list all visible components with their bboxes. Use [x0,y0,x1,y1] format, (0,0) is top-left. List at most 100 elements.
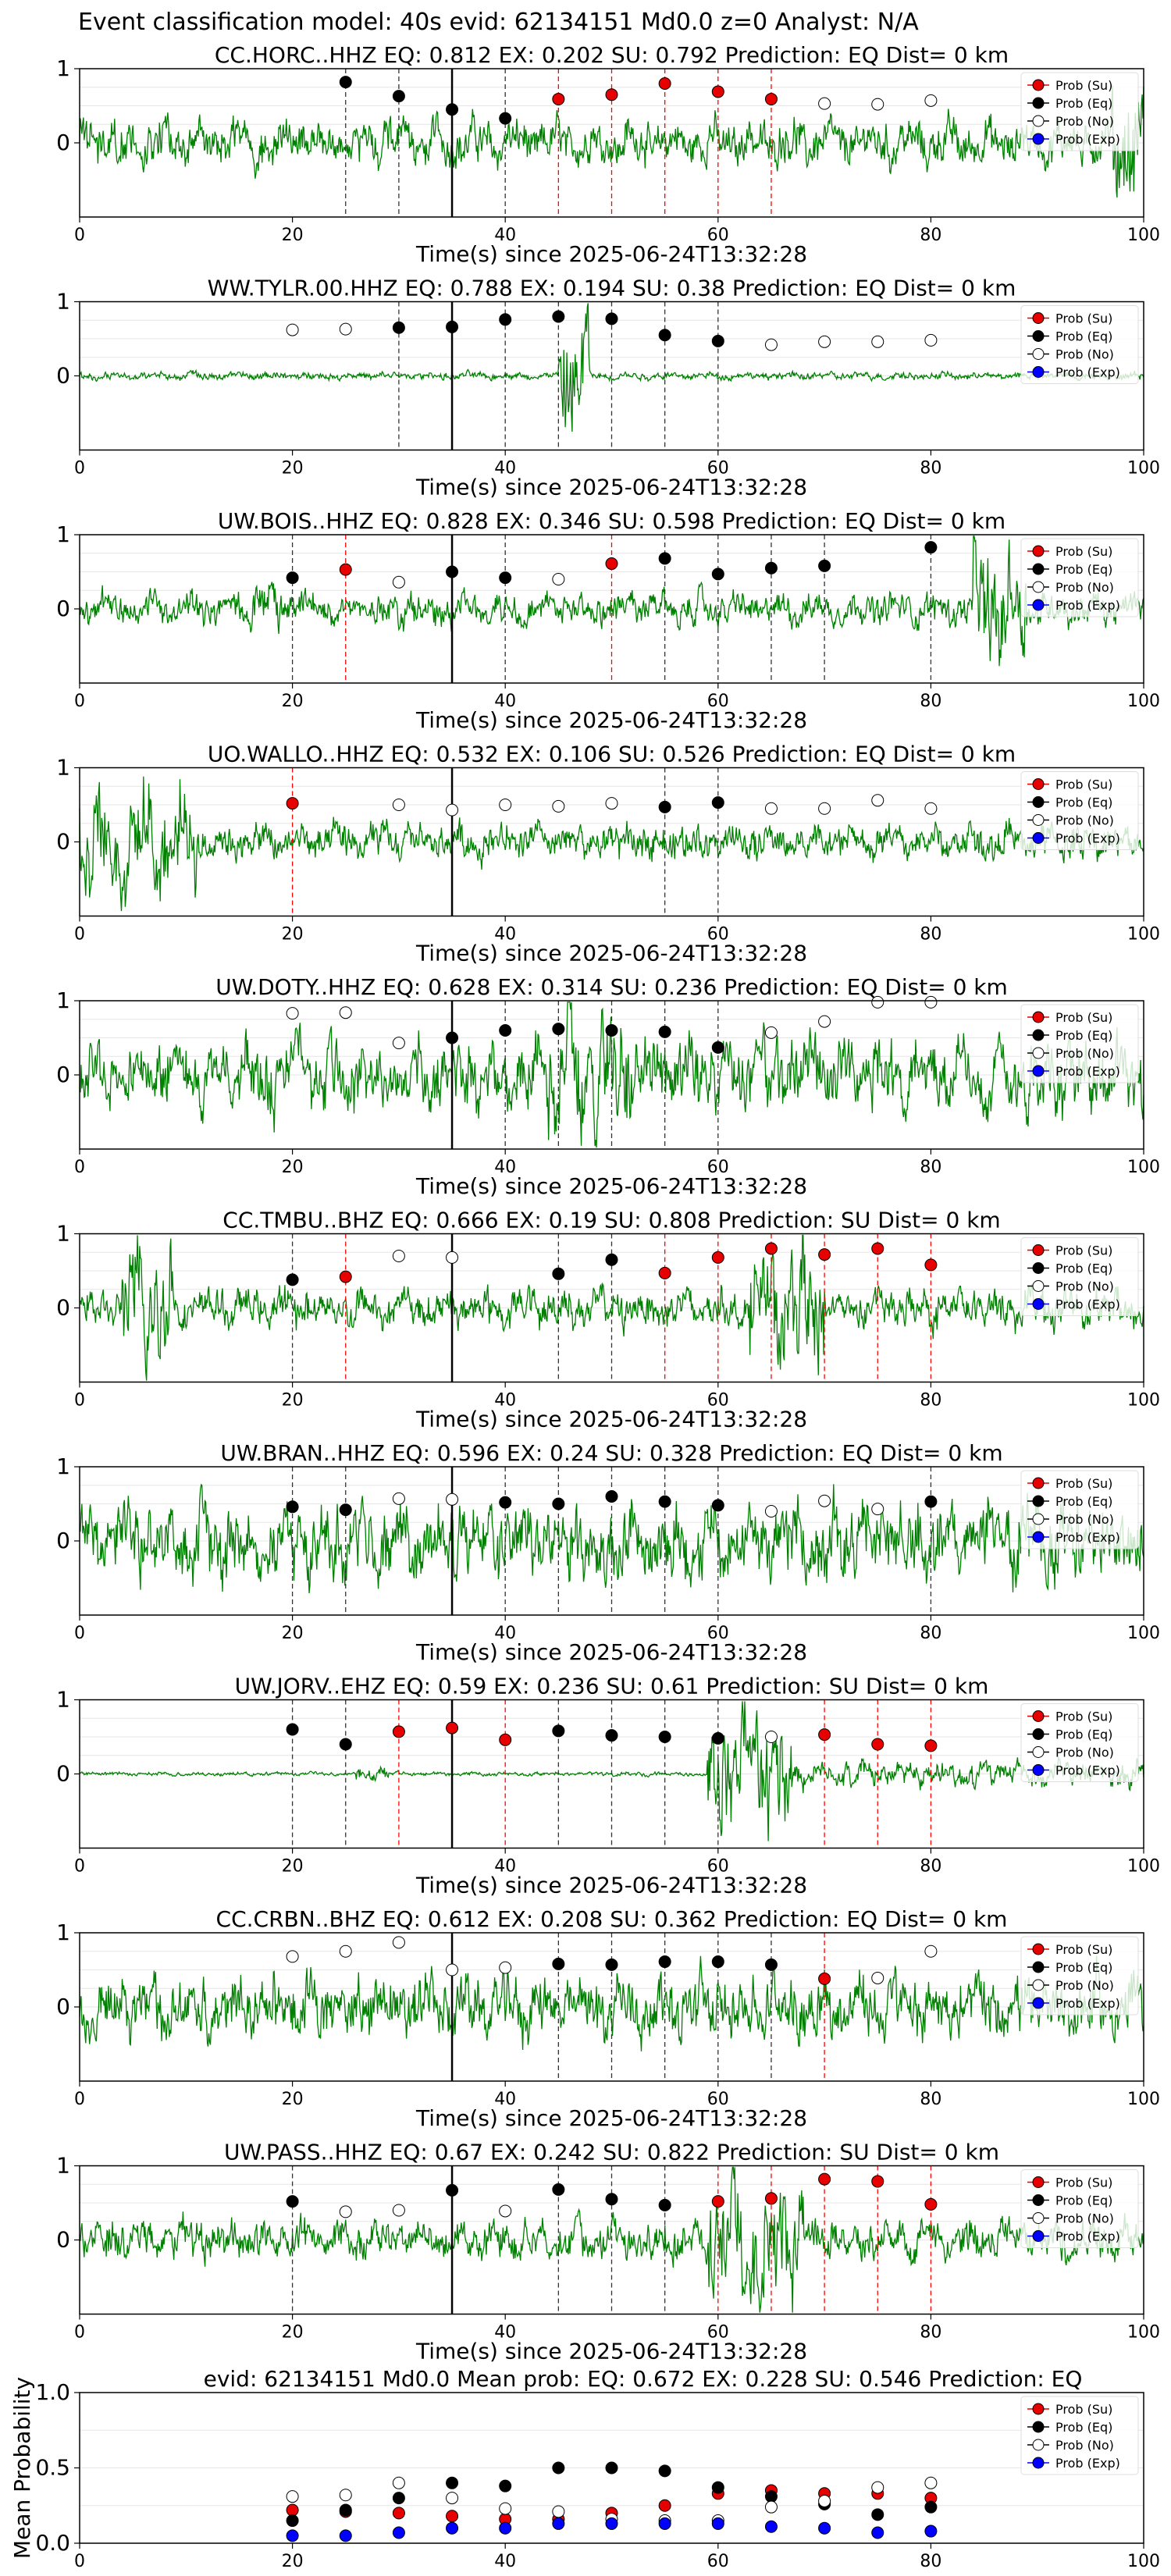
y-tick-label: 1.0 [35,2379,70,2405]
x-axis-label: Time(s) since 2025-06-24T13:32:28 [415,475,807,500]
legend-label: Prob (Exp) [1055,831,1120,846]
legend-label: Prob (Eq) [1055,1494,1112,1509]
x-tick-label: 60 [707,2552,729,2571]
prob-point [658,2198,671,2211]
mean-point [552,2505,565,2518]
figure-suptitle: Event classification model: 40s evid: 62… [78,9,919,36]
legend-box [1020,1703,1139,1782]
prob-point [818,1728,831,1742]
mean-point [764,2520,778,2533]
panel-title: WW.TYLR.00.HHZ EQ: 0.788 EX: 0.194 SU: 0… [208,276,1016,301]
station-panel-10: 0 20 40 60 80 100 1 0 UW.PASS..HHZ EQ: 0.67 EX: … [56,2140,1160,2364]
prob-point [552,1267,565,1280]
prob-point [499,1496,512,1509]
y-tick-label: 0 [56,2227,70,2253]
panel-title: UW.JORV..EHZ EQ: 0.59 EX: 0.236 SU: 0.61… [235,1674,989,1699]
x-tick-label: 80 [920,459,941,479]
prob-point [605,797,618,810]
mean-point [446,2492,459,2505]
prob-point [818,1015,831,1028]
prob-point [552,1724,565,1738]
y-tick-label: 1 [56,1920,70,1945]
prob-point [818,97,831,110]
legend-marker [1032,2439,1045,2451]
waveform [79,1483,1144,1594]
prob-point [871,2175,884,2188]
prob-point [764,92,778,105]
prob-point [286,1723,299,1736]
legend-marker [1032,832,1045,844]
x-axis-label: Time(s) since 2025-06-24T13:32:28 [415,1407,807,1432]
legend-marker [1032,1728,1045,1740]
mean-point [605,2461,618,2475]
mean-point [286,2529,299,2542]
legend-marker [1032,2457,1045,2469]
mean-point [658,2517,671,2530]
prob-point [871,335,884,348]
prob-point [339,563,352,576]
prob-point [605,1024,618,1037]
prob-point [605,1253,618,1266]
legend-label: Prob (Eq) [1055,329,1112,344]
prob-point [446,1251,459,1264]
prob-point [446,565,459,578]
prob-point [552,1023,565,1036]
legend-marker [1032,1943,1045,1955]
prob-point [711,1955,724,1969]
prob-point [924,802,938,815]
prob-point [871,1503,884,1516]
prob-point [446,103,459,116]
prob-point [711,1499,724,1512]
prob-point [871,1971,884,1984]
prob-point [552,573,565,585]
x-axis-label: Time(s) since 2025-06-24T13:32:28 [415,2339,807,2364]
prob-point [499,571,512,585]
x-tick-label: 60 [707,2090,729,2109]
mean-point [605,2517,618,2530]
x-tick-label: 40 [494,2552,516,2571]
y-tick-label: 1 [56,1221,70,1247]
x-tick-label: 0 [74,1857,85,1877]
legend-label: Prob (Eq) [1055,562,1112,577]
prob-point [339,1503,352,1517]
x-tick-label: 40 [494,692,516,711]
legend-marker [1032,2176,1045,2188]
mean-point [552,2517,565,2530]
legend-label: Prob (Exp) [1055,1763,1120,1778]
x-tick-label: 60 [707,459,729,479]
y-tick-label: 1 [56,2153,70,2179]
mean-point [818,2521,831,2535]
station-panel-1: 0 20 40 60 80 100 1 0 CC.HORC..HHZ EQ: 0.812 EX:… [56,42,1160,267]
y-tick-label: 0 [56,363,70,389]
mean-point [286,2490,299,2503]
legend-label: Prob (Eq) [1055,795,1112,810]
legend-box [1020,72,1139,151]
prob-point [286,571,299,585]
prob-point [339,322,352,336]
legend-label: Prob (Eq) [1055,1028,1112,1043]
y-tick-label: 1 [56,987,70,1013]
legend-box [1020,2169,1139,2248]
legend-marker [1032,1029,1045,1041]
prob-point [605,2193,618,2206]
y-tick-label: 0 [56,1994,70,2019]
x-tick-label: 40 [494,1391,516,1411]
prob-point [446,803,459,817]
x-tick-label: 80 [920,1624,941,1643]
mean-point [711,2517,724,2530]
prob-point [871,98,884,111]
prob-point [446,2183,459,2197]
prob-point [286,323,299,336]
prob-point [764,1731,778,1743]
legend-label: Prob (Exp) [1055,1996,1120,2011]
x-tick-label: 60 [707,1391,729,1411]
legend-marker [1032,348,1045,360]
panel-title: UW.DOTY..HHZ EQ: 0.628 EX: 0.314 SU: 0.2… [215,974,1008,1000]
x-tick-label: 20 [282,692,304,711]
station-panel-6: 0 20 40 60 80 100 1 0 CC.TMBU..BHZ EQ: 0.666 EX:… [56,1208,1160,1432]
prob-point [392,1250,405,1262]
prob-point [764,2192,778,2205]
x-tick-label: 60 [707,1624,729,1643]
legend-label: Prob (No) [1055,2438,1114,2453]
mean-point [818,2494,831,2507]
